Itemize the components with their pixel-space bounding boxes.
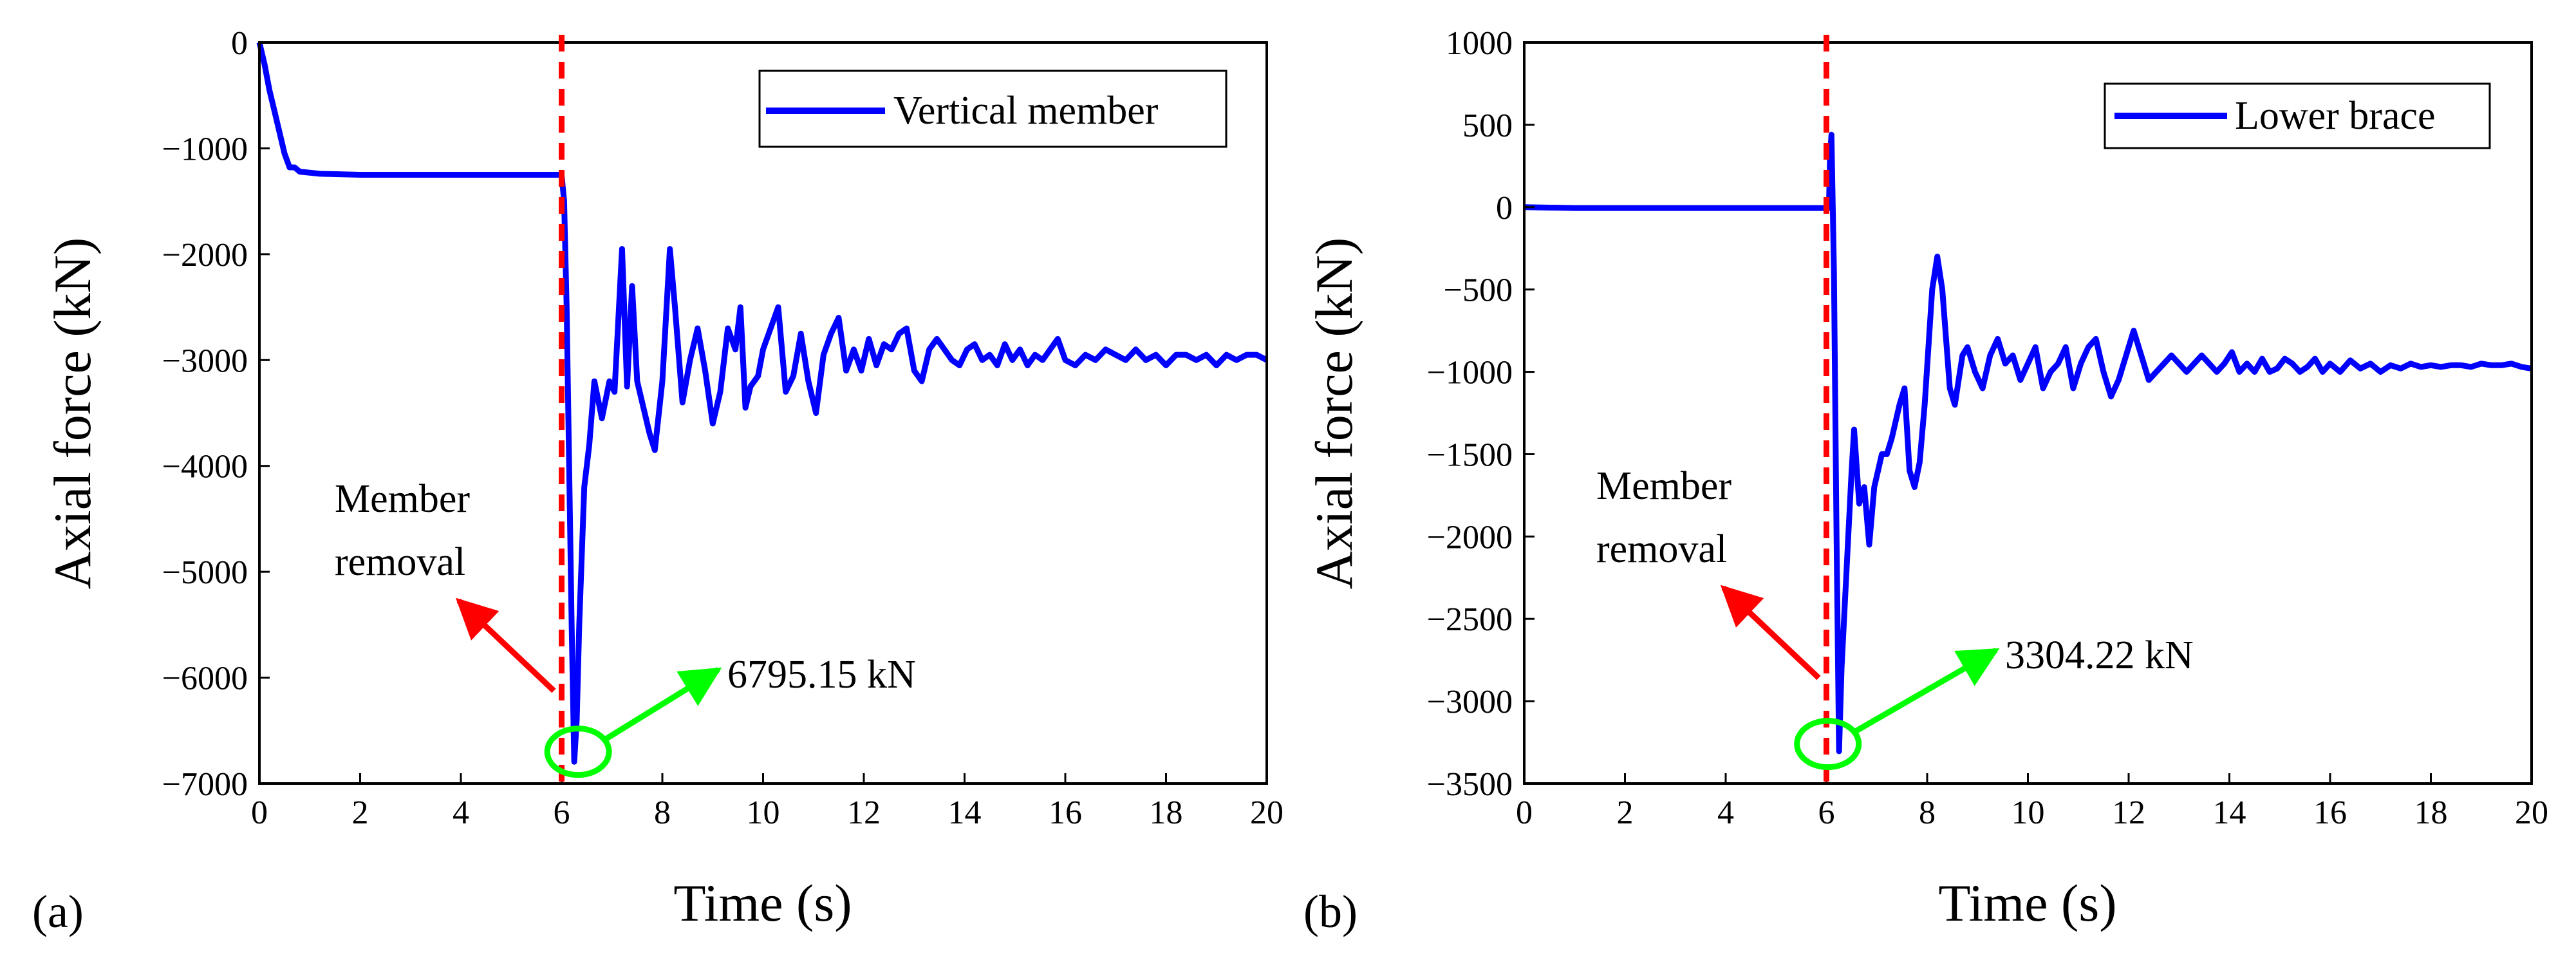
panel-b-xtick-label-5: 10: [2011, 794, 2045, 831]
panel-a-peak-text: 6795.15 kN: [727, 653, 916, 697]
panel-b-ytick-label-0: 1000: [1446, 25, 1513, 62]
panel-b-xticks: 0 2 4 6 8 10 12 14 16 18 20: [1516, 773, 2548, 831]
panel-a-ytick-label-7: −7000: [162, 766, 248, 803]
panel-b-legend-label: Lower brace: [2235, 94, 2436, 138]
panel-a-peak-circle: [544, 726, 612, 778]
panel-a-ytick-label-0: 0: [231, 25, 248, 62]
panel-b-series-0-line: [1524, 131, 2532, 755]
panel-b: 0 2 4 6 8 10 12 14 16 18 20 1000 500 0 −500 −1000 −1500…: [1303, 25, 2548, 937]
panel-b-xtick-label-1: 2: [1617, 794, 1634, 831]
panel-b-ytick-label-8: −3000: [1427, 684, 1513, 720]
panel-a-xtick-label-5: 10: [747, 794, 780, 831]
panel-b-xlabel: Time (s): [1938, 874, 2116, 932]
panel-b-xtick-label-2: 4: [1717, 794, 1734, 831]
panel-b-ytick-label-6: −2000: [1427, 519, 1513, 556]
panel-a-xtick-label-3: 6: [554, 794, 570, 831]
panel-b-ylabel: Axial force (kN): [1305, 238, 1363, 589]
panel-a-ylabel: Axial force (kN): [43, 238, 102, 589]
panel-b-ytick-label-5: −1500: [1427, 437, 1513, 473]
panel-a-ytick-label-2: −2000: [162, 237, 248, 274]
panel-a-xtick-label-9: 18: [1150, 794, 1183, 831]
panel-a-series-0-line: [256, 41, 1269, 765]
panel-b-peak-circle: [1794, 718, 1862, 771]
panel-a-yticks: 0 −1000 −2000 −3000 −4000 −5000 −6000 −7000: [162, 25, 270, 803]
panel-a-legend-label: Vertical member: [893, 89, 1159, 133]
panel-b-legend: Lower brace: [2104, 82, 2491, 149]
panel-b-peak-arrow: [1852, 648, 2000, 735]
panel-b-lines: [1524, 131, 2532, 755]
panel-a-removal-text-line1: Member: [335, 477, 470, 521]
panel-b-removal-text-line1: Member: [1596, 464, 1731, 508]
panel-a-xticks: 0 2 4 6 8 10 12 14 16 18 20: [251, 773, 1283, 831]
panel-b-ytick-label-3: −500: [1444, 272, 1513, 309]
panel-a-lines: [256, 41, 1269, 765]
panel-a-ytick-label-6: −6000: [162, 661, 248, 697]
panel-a-annotations: Member removal 6795.15 kN: [335, 35, 916, 784]
panel-a-xtick-label-6: 12: [847, 794, 881, 831]
panel-b-xtick-label-4: 8: [1919, 794, 1936, 831]
panel-b-removal-text-line2: removal: [1596, 527, 1727, 571]
panel-a-xtick-label-10: 20: [1250, 794, 1283, 831]
panel-b-xtick-label-6: 12: [2112, 794, 2145, 831]
panel-a-ytick-label-5: −5000: [162, 554, 248, 591]
panel-b-ytick-label-1: 500: [1462, 108, 1513, 144]
panel-b-ytick-label-2: 0: [1496, 190, 1513, 227]
panel-a-xtick-label-4: 8: [654, 794, 671, 831]
panel-a-xtick-label-1: 2: [352, 794, 369, 831]
panel-b-ytick-label-7: −2500: [1427, 601, 1513, 638]
panel-a-removal-text-line2: removal: [335, 540, 465, 584]
panel-b-annotations: Member removal 3304.22 kN: [1596, 35, 2194, 784]
panel-a-xtick-label-0: 0: [251, 794, 268, 831]
panel-b-yticks: 1000 500 0 −500 −1000 −1500 −2000 −2500 −3000 −35…: [1427, 25, 1535, 803]
panel-a: 0 2 4 6 8 10 12 14 16 18 20 0 −1000 −2000 −3000 −4000 −…: [32, 25, 1283, 937]
panel-a-label: (a): [32, 886, 84, 937]
panel-b-xtick-label-9: 18: [2414, 794, 2448, 831]
panel-b-ytick-label-9: −3500: [1427, 766, 1513, 803]
panel-b-removal-arrow: [1720, 585, 1821, 681]
panel-a-ytick-label-4: −4000: [162, 449, 248, 485]
panel-b-label: (b): [1303, 886, 1358, 937]
panel-b-xtick-label-3: 6: [1818, 794, 1835, 831]
panel-a-removal-arrow: [455, 597, 556, 693]
panel-a-ytick-label-1: −1000: [162, 131, 248, 167]
panel-a-ytick-label-3: −3000: [162, 343, 248, 379]
panel-b-xtick-label-7: 14: [2213, 794, 2246, 831]
panel-b-peak-text: 3304.22 kN: [2005, 634, 2194, 677]
panel-b-xtick-label-8: 16: [2313, 794, 2347, 831]
panel-a-xtick-label-8: 16: [1049, 794, 1082, 831]
panel-b-xtick-label-10: 20: [2515, 794, 2548, 831]
panel-a-xtick-label-2: 4: [453, 794, 469, 831]
panel-a-peak-arrow: [602, 667, 722, 743]
panel-a-legend: Vertical member: [758, 70, 1227, 148]
panel-a-xlabel: Time (s): [673, 874, 852, 932]
panel-b-xtick-label-0: 0: [1516, 794, 1533, 831]
panel-b-ytick-label-4: −1000: [1427, 355, 1513, 391]
panel-a-xtick-label-7: 14: [948, 794, 982, 831]
